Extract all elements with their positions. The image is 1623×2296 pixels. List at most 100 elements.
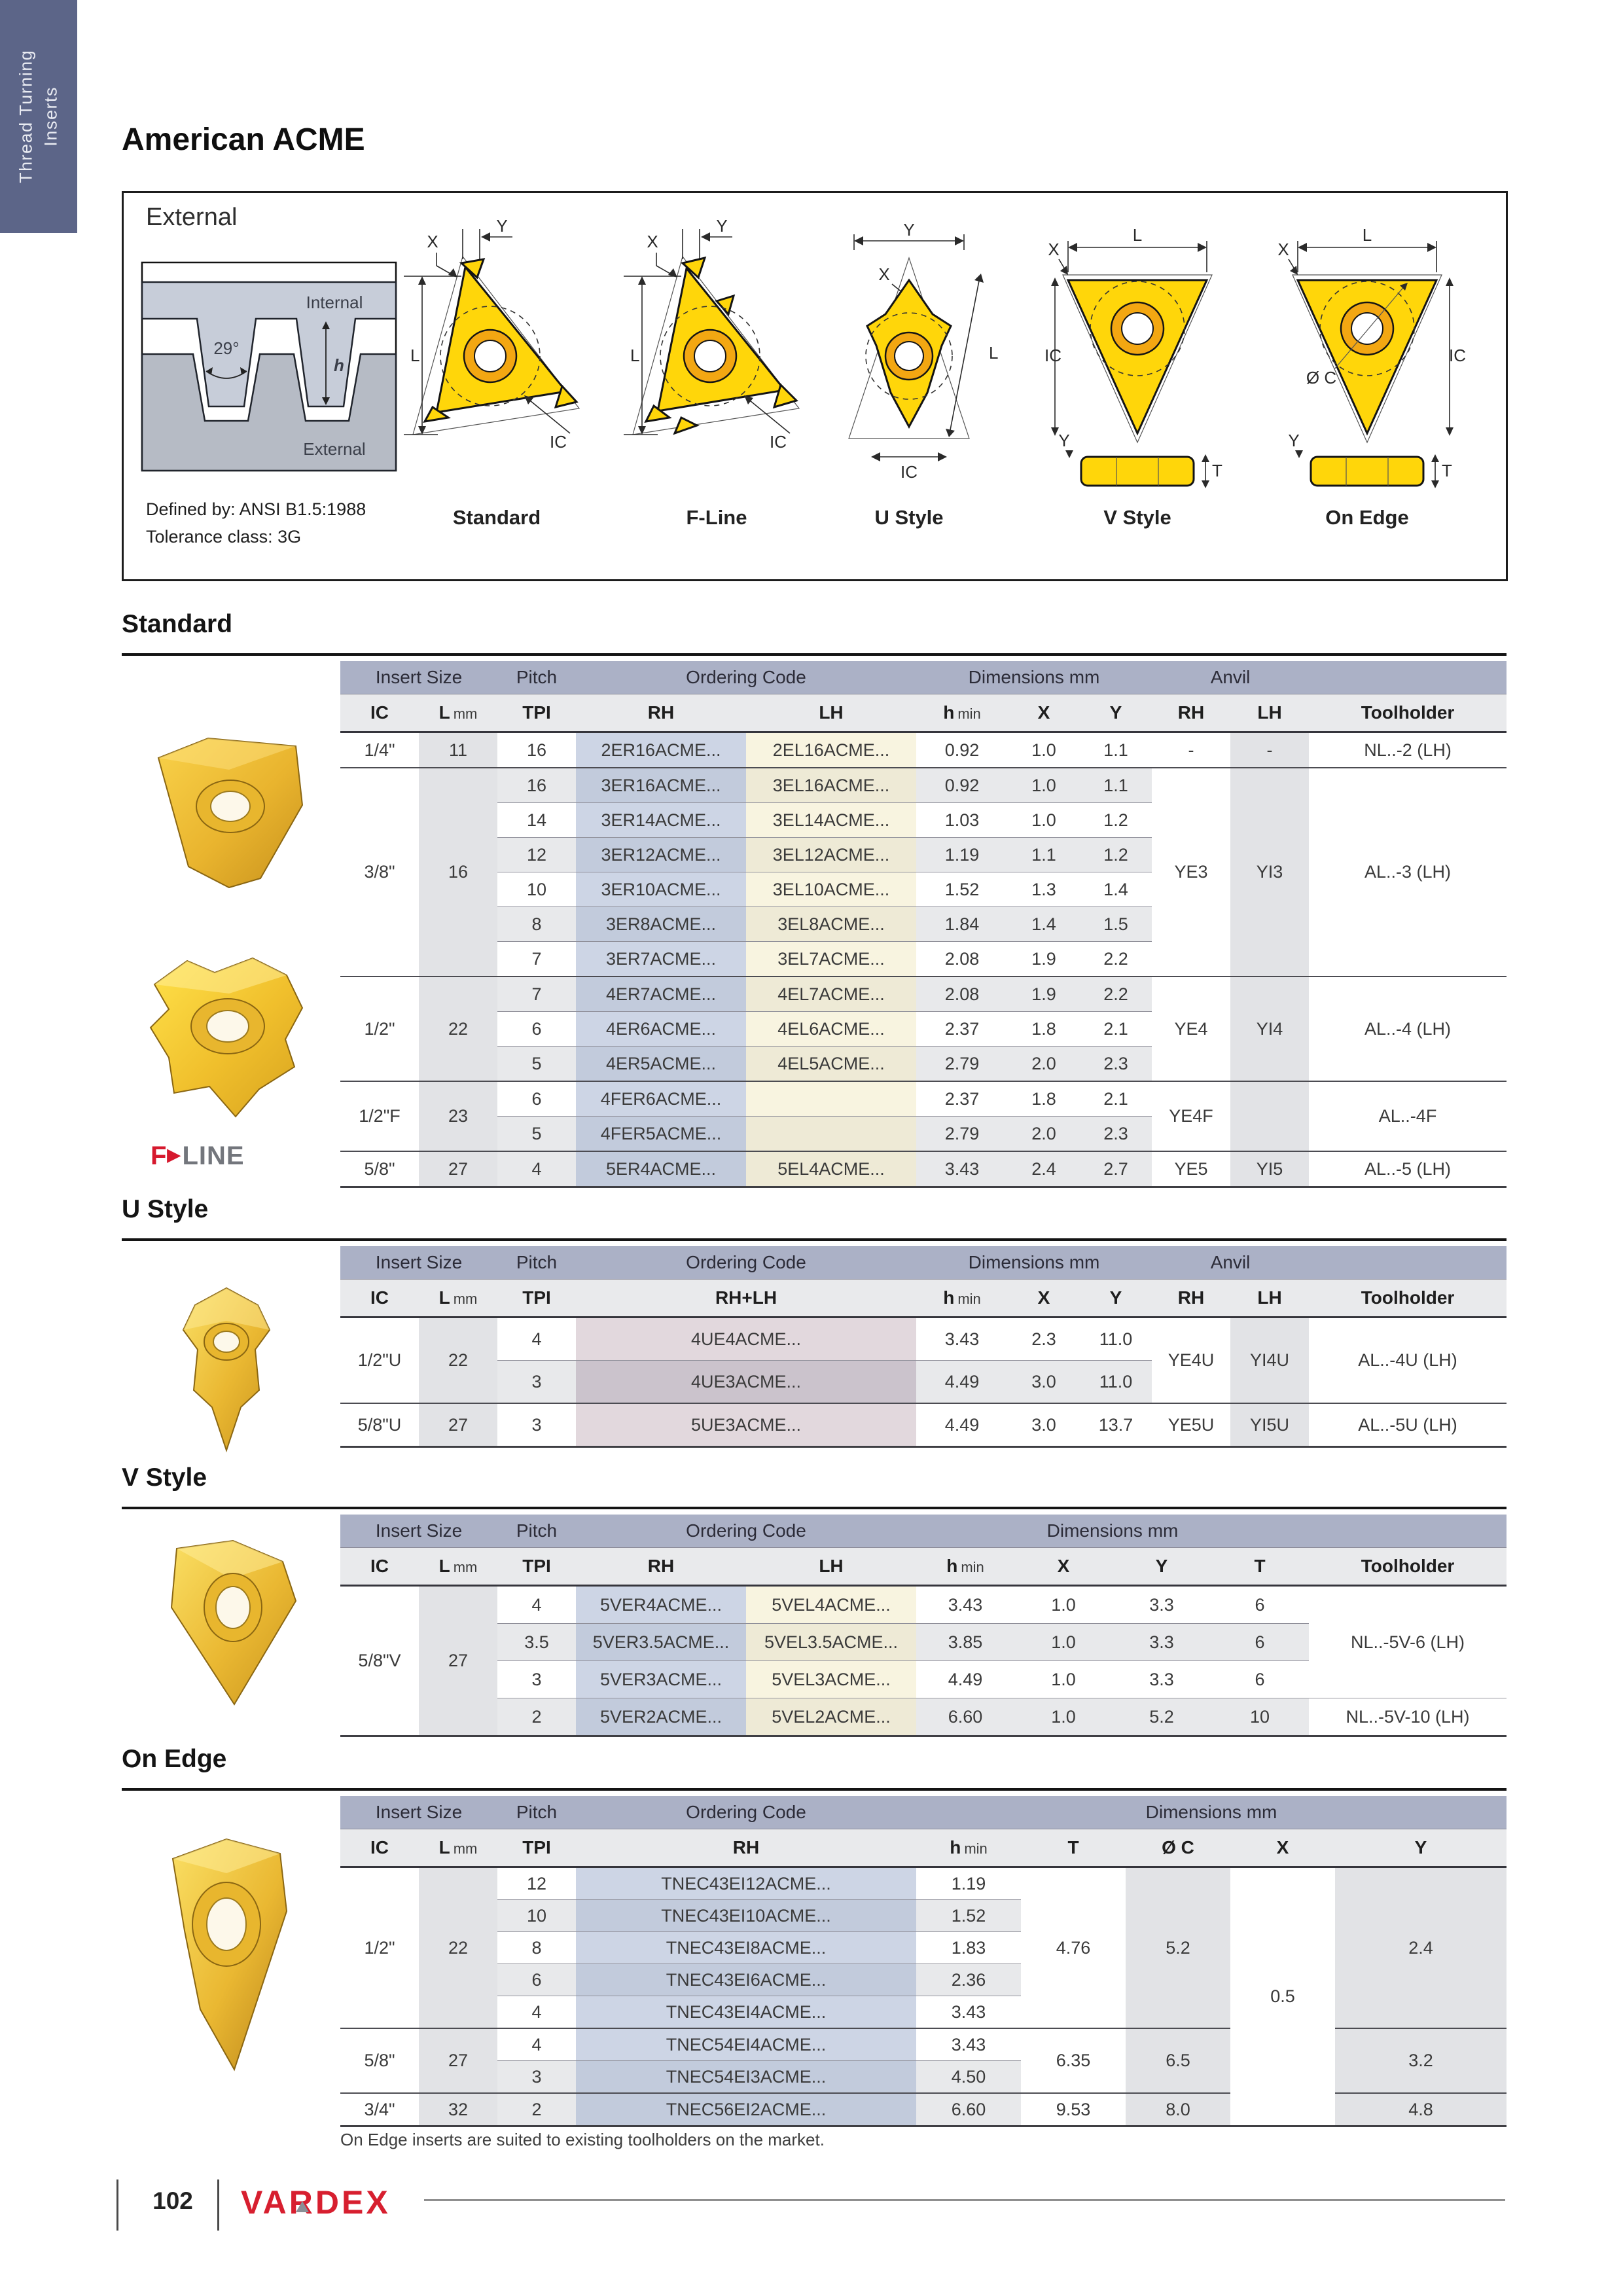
table-cell: 3.3 (1113, 1623, 1211, 1661)
page-title: American ACME (122, 122, 365, 157)
group-header-cell: Pitch (497, 1796, 576, 1829)
table-cell: 5/8" (340, 2028, 419, 2093)
table-cell: 2.37 (916, 1011, 1008, 1047)
f-line-arrow-icon: ▶ (167, 1145, 181, 1164)
v-style-insert-diagram: L X IC Y T (1044, 225, 1222, 488)
table-cell: TNEC43EI8ACME... (576, 1931, 916, 1964)
table-cell: 8.0 (1126, 2092, 1230, 2126)
table-cell: 4.49 (916, 1360, 1008, 1403)
table-cell: 3EL12ACME... (746, 837, 916, 872)
section-u-style: U Style Insert Size Pitch Ordering Code Dim… (122, 1195, 1507, 1457)
column-header-cell: h min (916, 1829, 1021, 1868)
table-cell: 3ER14ACME... (576, 802, 746, 838)
table-cell: TNEC54EI3ACME... (576, 2060, 916, 2093)
column-header-cell: RH (576, 1829, 916, 1868)
table-cell: 3.2 (1335, 2028, 1507, 2093)
table-cell: 11 (419, 732, 497, 768)
table-cell: 6 (497, 1081, 576, 1117)
svg-text:IC: IC (1044, 346, 1061, 365)
table-cell: 1.2 (1080, 837, 1152, 872)
svg-text:Y: Y (903, 220, 914, 240)
table-cell: 13.7 (1080, 1403, 1152, 1447)
external-label: External (146, 204, 238, 231)
table-cell: 2EL16ACME... (746, 732, 916, 768)
table-cell: 12 (497, 1867, 576, 1900)
table-cell: 5VEL4ACME... (746, 1585, 916, 1624)
section-title-u-style: U Style (122, 1195, 209, 1223)
table-cell: 1.4 (1008, 906, 1080, 942)
u-style-table: Insert Size Pitch Ordering Code Dimensions … (340, 1246, 1507, 1448)
table-cell: 5VER4ACME... (576, 1585, 746, 1624)
table-cell: YI5 (1230, 1151, 1310, 1187)
table-cell: 5 (497, 1116, 576, 1151)
sidebar-tab-thread-turning-inserts: Thread Turning Inserts (0, 0, 77, 233)
column-header-cell: Y (1080, 694, 1152, 733)
table-row: 14 3ER14ACME... 3EL14ACME... 1.03 1.0 1.2 (340, 802, 1507, 838)
column-header-cell: X (1014, 1547, 1113, 1587)
svg-text:Ø C: Ø C (1306, 368, 1336, 387)
column-header-cell: LH (746, 694, 916, 733)
table-cell: 16 (497, 767, 576, 803)
table-cell: TNEC43EI4ACME... (576, 1996, 916, 2028)
table-cell: 11.0 (1080, 1360, 1152, 1403)
table-cell: AL..-4U (LH) (1309, 1317, 1507, 1403)
table-cell: 3.5 (497, 1623, 576, 1661)
table-cell: TNEC43EI10ACME... (576, 1899, 916, 1932)
diagram-label-u-style: U Style (874, 506, 944, 529)
table-cell: 4.8 (1335, 2092, 1507, 2126)
v-style-table: Insert Size Pitch Ordering Code Dimensions … (340, 1515, 1507, 1737)
footer-divider-left (116, 2179, 118, 2231)
table-cell: 6 (1211, 1623, 1310, 1661)
table-cell: 3EL16ACME... (746, 767, 916, 803)
column-header-cell: TPI (497, 1279, 576, 1318)
table-cell: 4ER6ACME... (576, 1011, 746, 1047)
table-cell: TNEC56EI2ACME... (576, 2092, 916, 2126)
page-number: 102 (152, 2187, 193, 2214)
table-cell: 4UE4ACME... (576, 1317, 916, 1361)
table-cell: 3.3 (1113, 1660, 1211, 1698)
table-cell (1230, 1081, 1310, 1151)
table-cell: 2.1 (1080, 1011, 1152, 1047)
svg-text:L: L (1363, 225, 1372, 245)
table-cell: 1.03 (916, 802, 1008, 838)
table-cell: 16 (497, 732, 576, 768)
table-cell: 1.2 (1080, 802, 1152, 838)
external-thread-shape (141, 353, 397, 472)
table-cell: 4FER5ACME... (576, 1116, 746, 1151)
table-cell: 1/2"U (340, 1317, 419, 1403)
column-header-cell: h min (916, 1547, 1014, 1587)
table-cell: 1.52 (916, 1899, 1021, 1932)
table-cell: 3EL7ACME... (746, 941, 916, 977)
table-cell: 5VEL2ACME... (746, 1698, 916, 1736)
table-cell: 5/8" (340, 1151, 419, 1187)
table-cell: 5 (497, 1046, 576, 1081)
group-header-cell: Dimensions mm (916, 1796, 1507, 1829)
table-cell: 4.50 (916, 2060, 1021, 2093)
table-cell: AL..-5U (LH) (1309, 1403, 1507, 1447)
table-row: 1/4" 11 16 2ER16ACME... 2EL16ACME... 0.92 1.0 1… (340, 732, 1507, 768)
table-cell: 7 (497, 976, 576, 1012)
svg-text:IC: IC (901, 462, 918, 482)
column-header-cell: X (1008, 1279, 1080, 1318)
table-cell: YI3 (1230, 767, 1310, 977)
table-cell: 2 (497, 2092, 576, 2126)
section-rule (122, 653, 1507, 656)
table-cell: 1.9 (1008, 941, 1080, 977)
group-header-cell: Pitch (497, 1246, 576, 1280)
table-cell: 3/4" (340, 2092, 419, 2126)
column-header-cell: LH (746, 1547, 916, 1587)
table-cell: 2.79 (916, 1046, 1008, 1081)
section-title-v-style: V Style (122, 1463, 207, 1492)
table-cell: 4.49 (916, 1403, 1008, 1447)
table-row: 5/8" 27 4 TNEC54EI4ACME... 3.43 6.35 6.5 3.2 (340, 2028, 1507, 2093)
table-cell: AL..-4F (1309, 1081, 1507, 1151)
section-standard: Standard F▶LINE Insert Size Pitch Ordering… (122, 610, 1507, 1193)
vardex-triangle-icon (296, 2201, 309, 2212)
table-cell: 2.2 (1080, 976, 1152, 1012)
section-title-on-edge: On Edge (122, 1745, 227, 1773)
profile-internal-label: Internal (306, 293, 363, 312)
table-cell: NL..-5V-10 (LH) (1309, 1698, 1507, 1736)
table-row: 3 5VER3ACME... 5VEL3ACME... 4.49 1.0 3.3 6 (340, 1660, 1507, 1698)
svg-text:X: X (1277, 240, 1289, 259)
u-style-insert-photo (182, 1287, 271, 1453)
